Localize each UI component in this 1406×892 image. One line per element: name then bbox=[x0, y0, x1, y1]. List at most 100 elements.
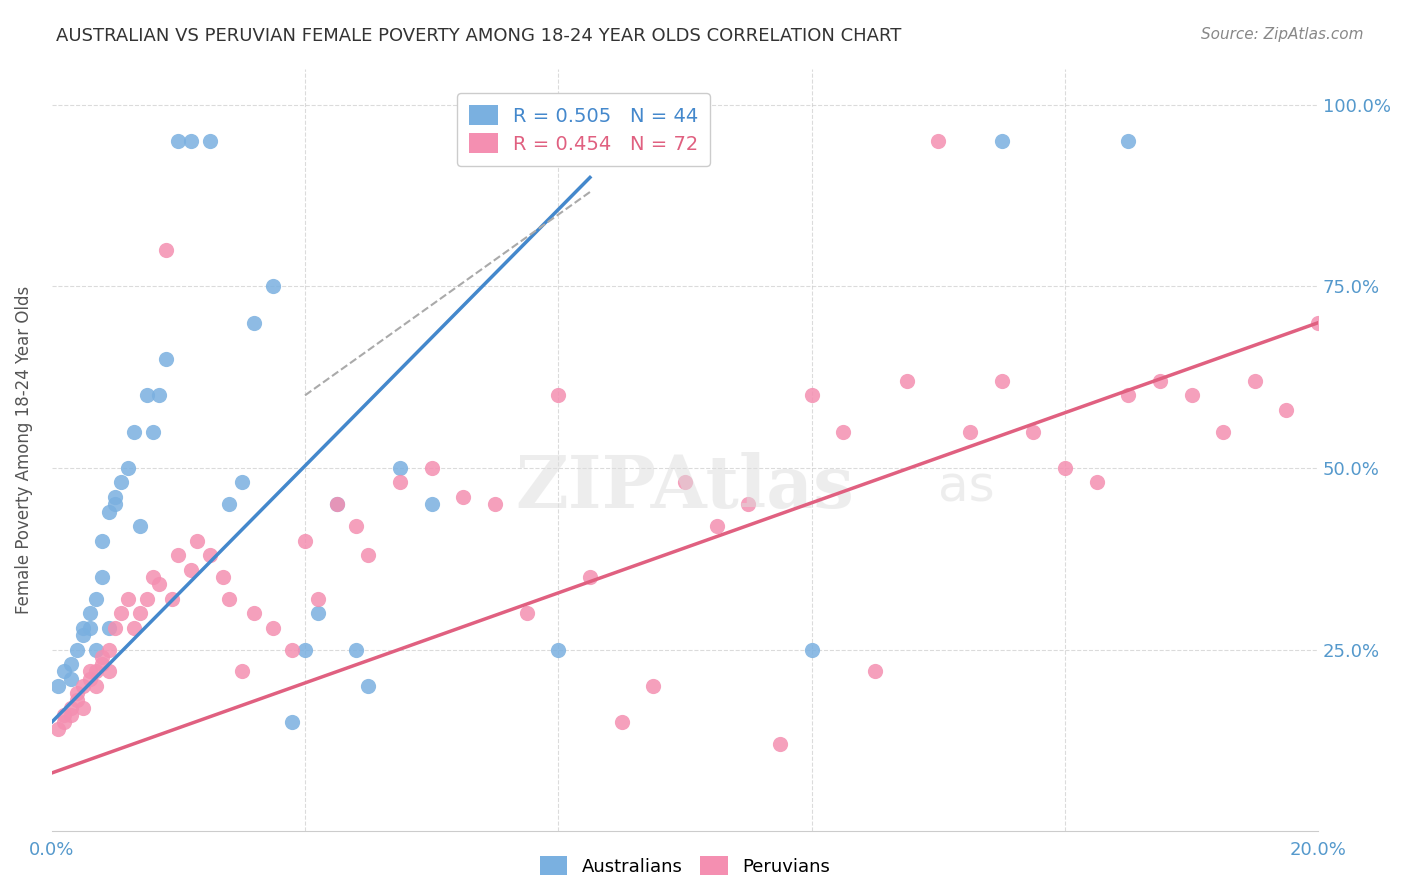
Point bbox=[79, 621, 101, 635]
Point bbox=[53, 665, 76, 679]
Point bbox=[66, 686, 89, 700]
Point bbox=[129, 519, 152, 533]
Point bbox=[1212, 425, 1234, 439]
Point bbox=[673, 475, 696, 490]
Point bbox=[117, 461, 139, 475]
Point bbox=[79, 672, 101, 686]
Point bbox=[990, 134, 1012, 148]
Point bbox=[453, 490, 475, 504]
Legend: Australians, Peruvians: Australians, Peruvians bbox=[533, 849, 837, 883]
Point bbox=[160, 591, 183, 606]
Point bbox=[231, 665, 253, 679]
Point bbox=[91, 533, 114, 548]
Point bbox=[1085, 475, 1108, 490]
Point bbox=[46, 679, 69, 693]
Point bbox=[66, 693, 89, 707]
Point bbox=[262, 279, 284, 293]
Point bbox=[97, 642, 120, 657]
Point bbox=[104, 490, 127, 504]
Point bbox=[129, 606, 152, 620]
Point bbox=[218, 497, 240, 511]
Point bbox=[72, 679, 94, 693]
Point bbox=[46, 723, 69, 737]
Point bbox=[325, 497, 347, 511]
Point bbox=[863, 665, 886, 679]
Point bbox=[281, 715, 304, 730]
Point bbox=[91, 657, 114, 671]
Point bbox=[104, 497, 127, 511]
Text: as: as bbox=[938, 464, 995, 512]
Point bbox=[1275, 402, 1298, 417]
Point bbox=[800, 388, 823, 402]
Point bbox=[53, 715, 76, 730]
Point bbox=[516, 606, 538, 620]
Point bbox=[198, 548, 221, 562]
Point bbox=[155, 243, 177, 257]
Point bbox=[97, 665, 120, 679]
Y-axis label: Female Poverty Among 18-24 Year Olds: Female Poverty Among 18-24 Year Olds bbox=[15, 285, 32, 614]
Point bbox=[1180, 388, 1202, 402]
Point bbox=[122, 425, 145, 439]
Point bbox=[155, 351, 177, 366]
Point bbox=[211, 570, 233, 584]
Point bbox=[484, 497, 506, 511]
Point bbox=[198, 134, 221, 148]
Point bbox=[104, 621, 127, 635]
Point bbox=[1149, 374, 1171, 388]
Point bbox=[180, 563, 202, 577]
Point bbox=[167, 548, 190, 562]
Point bbox=[547, 642, 569, 657]
Point bbox=[420, 461, 443, 475]
Point bbox=[91, 570, 114, 584]
Point bbox=[281, 642, 304, 657]
Point bbox=[610, 715, 633, 730]
Point bbox=[990, 374, 1012, 388]
Point bbox=[231, 475, 253, 490]
Point bbox=[547, 388, 569, 402]
Point bbox=[769, 737, 792, 751]
Point bbox=[66, 642, 89, 657]
Point bbox=[110, 475, 132, 490]
Point bbox=[243, 316, 266, 330]
Point bbox=[262, 621, 284, 635]
Point bbox=[420, 497, 443, 511]
Point bbox=[97, 504, 120, 518]
Point bbox=[148, 577, 170, 591]
Text: ZIPAtlas: ZIPAtlas bbox=[516, 452, 855, 524]
Point bbox=[186, 533, 208, 548]
Point bbox=[91, 649, 114, 664]
Point bbox=[59, 707, 82, 722]
Point bbox=[1022, 425, 1045, 439]
Point bbox=[97, 621, 120, 635]
Point bbox=[142, 570, 165, 584]
Point bbox=[72, 628, 94, 642]
Point bbox=[243, 606, 266, 620]
Point bbox=[72, 621, 94, 635]
Point bbox=[800, 642, 823, 657]
Point bbox=[388, 461, 411, 475]
Point bbox=[117, 591, 139, 606]
Point bbox=[135, 388, 157, 402]
Point bbox=[59, 700, 82, 714]
Point bbox=[307, 606, 329, 620]
Text: Source: ZipAtlas.com: Source: ZipAtlas.com bbox=[1201, 27, 1364, 42]
Point bbox=[72, 700, 94, 714]
Point bbox=[1116, 134, 1139, 148]
Point bbox=[344, 642, 367, 657]
Point bbox=[959, 425, 981, 439]
Point bbox=[180, 134, 202, 148]
Point bbox=[706, 519, 728, 533]
Point bbox=[737, 497, 759, 511]
Point bbox=[84, 591, 107, 606]
Point bbox=[832, 425, 855, 439]
Point bbox=[294, 642, 316, 657]
Point bbox=[59, 657, 82, 671]
Point bbox=[79, 665, 101, 679]
Point bbox=[927, 134, 949, 148]
Point bbox=[579, 570, 602, 584]
Point bbox=[357, 548, 380, 562]
Point bbox=[148, 388, 170, 402]
Point bbox=[1053, 461, 1076, 475]
Point bbox=[388, 475, 411, 490]
Point bbox=[135, 591, 157, 606]
